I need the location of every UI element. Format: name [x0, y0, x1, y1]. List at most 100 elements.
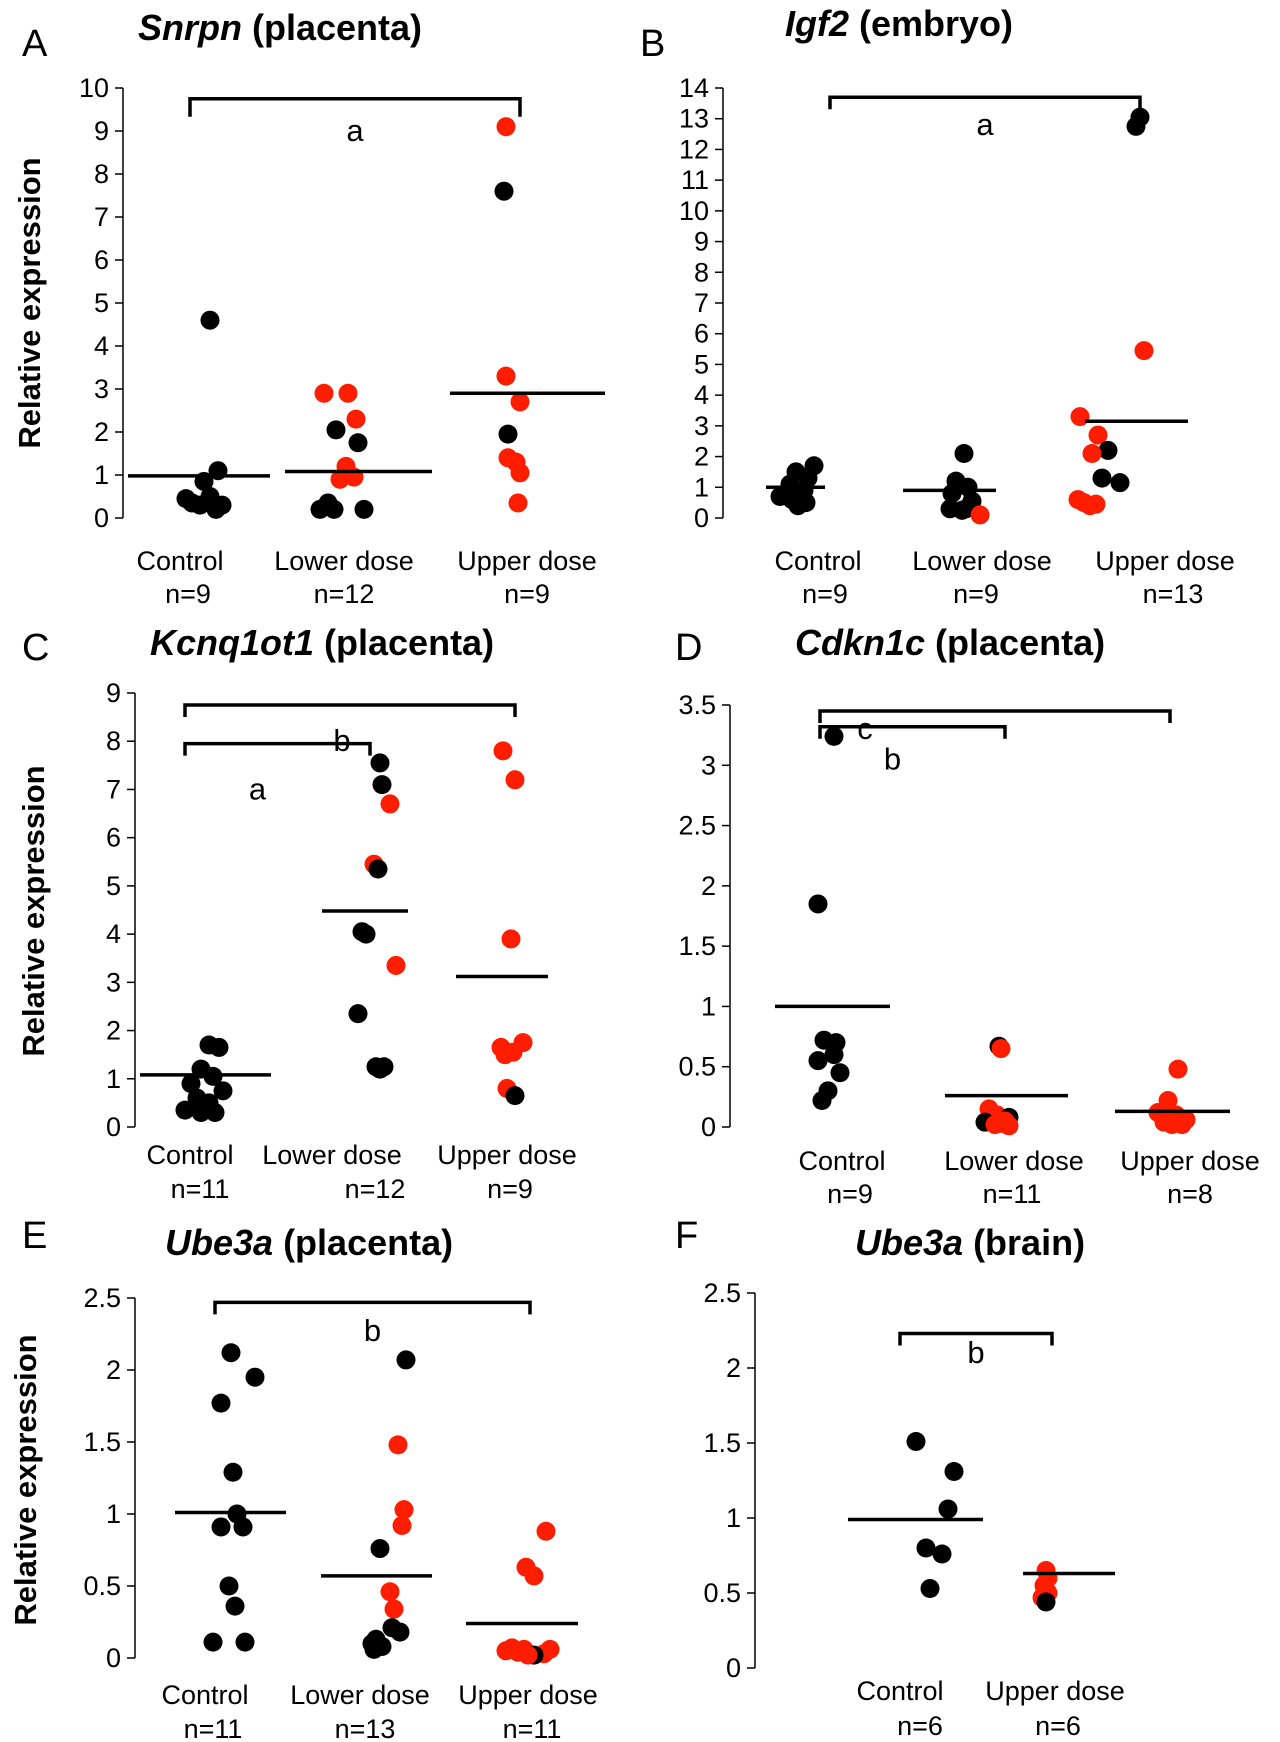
data-point-black	[390, 1622, 410, 1642]
category-label: Upper dose	[458, 1680, 598, 1710]
category-label: Lower dose	[274, 546, 414, 576]
sample-size-label: n=9	[165, 579, 211, 609]
data-point-red	[1088, 425, 1108, 445]
panel-letter: E	[22, 1215, 47, 1257]
sample-size-label: n=12	[345, 1174, 406, 1204]
title-tissue: (placenta)	[314, 622, 494, 663]
data-point-red	[330, 469, 350, 489]
data-point-red	[380, 794, 400, 814]
data-point-red	[493, 741, 513, 761]
y-tick-label: 0	[106, 1643, 121, 1673]
data-point-black	[205, 1103, 225, 1123]
data-point-black	[906, 1432, 926, 1451]
y-tick-label: 12	[679, 134, 709, 164]
y-tick-label: 4	[694, 380, 709, 410]
data-point-black	[824, 726, 844, 746]
chart-title: Cdkn1c (placenta)	[795, 622, 1105, 663]
title-gene: Ube3a	[855, 1222, 963, 1263]
y-tick-label: 9	[94, 116, 109, 146]
y-tick-label: 4	[94, 331, 109, 361]
category-label: Control	[798, 1146, 885, 1176]
significance-bracket	[898, 1331, 1054, 1346]
data-point-black	[233, 1517, 253, 1537]
chart-title: Igf2 (embryo)	[785, 3, 1013, 44]
y-tick-label: 5	[94, 288, 109, 318]
data-point-black	[223, 1462, 243, 1482]
data-point-black	[182, 493, 202, 513]
y-tick-label: 10	[79, 73, 109, 103]
sample-size-label: n=9	[953, 579, 999, 609]
data-point-black	[206, 499, 226, 519]
data-point-black	[812, 1090, 832, 1110]
y-tick-label: 1	[94, 460, 109, 490]
y-tick-label: 5	[106, 871, 121, 901]
data-point-black	[191, 1103, 211, 1123]
y-tick-label: 1	[106, 1064, 121, 1094]
data-point-black	[372, 775, 392, 795]
significance-bracket	[828, 95, 1142, 110]
data-point-black	[211, 1393, 231, 1413]
data-point-red	[496, 117, 516, 137]
y-tick-label: 6	[106, 823, 121, 853]
title-tissue: (placenta)	[242, 7, 422, 48]
significance-label: b	[333, 723, 350, 758]
data-point-black	[219, 1576, 239, 1596]
significance-label: c	[857, 711, 873, 746]
data-point-black	[354, 499, 374, 519]
category-label: Upper dose	[1095, 546, 1235, 576]
data-point-red	[314, 383, 334, 403]
title-tissue: (embryo)	[849, 3, 1013, 44]
data-point-red	[394, 1500, 414, 1520]
significance-bracket	[818, 709, 1172, 724]
data-point-red	[496, 366, 516, 386]
significance-label: a	[976, 107, 994, 142]
category-label: Control	[774, 546, 861, 576]
y-tick-label: 9	[694, 227, 709, 257]
y-tick-label: 7	[94, 202, 109, 232]
y-tick-label: 13	[679, 104, 709, 134]
y-tick-label: 3	[106, 967, 121, 997]
data-point-black	[326, 420, 346, 440]
sample-size-label: n=6	[1035, 1711, 1081, 1741]
data-point-black	[944, 1462, 964, 1481]
y-tick-label: 1	[701, 991, 716, 1021]
y-axis-label: Relative expression	[16, 765, 51, 1056]
title-tissue: (placenta)	[925, 622, 1105, 663]
y-tick-label: 7	[694, 288, 709, 318]
data-point-black	[364, 1639, 384, 1659]
y-tick-label: 0	[94, 503, 109, 533]
data-point-black	[318, 493, 338, 513]
data-point-black	[830, 1063, 850, 1083]
data-point-black	[808, 1051, 828, 1071]
data-point-red	[524, 1566, 544, 1586]
data-point-red	[1134, 341, 1154, 361]
sample-size-label: n=12	[314, 579, 375, 609]
data-point-red	[338, 383, 358, 403]
panel-d: D Cdkn1c (placenta) 0 0.5 1 1.5 2 2.5 3 3.5 Contro…	[675, 622, 1260, 1209]
y-tick-label: 1	[726, 1503, 741, 1533]
title-gene: Kcnq1ot1	[150, 622, 314, 663]
category-label: Lower dose	[262, 1140, 402, 1170]
y-tick-label: 7	[106, 774, 121, 804]
y-tick-label: 2	[701, 871, 716, 901]
data-point-black	[368, 859, 388, 879]
y-tick-label: 2	[106, 1016, 121, 1046]
significance-label: a	[346, 113, 364, 148]
category-label: Control	[136, 546, 223, 576]
data-point-red	[985, 1115, 1005, 1135]
y-tick-label: 8	[106, 726, 121, 756]
category-label: Lower dose	[912, 546, 1052, 576]
data-point-red	[386, 955, 406, 975]
title-gene: Snrpn	[138, 7, 242, 48]
data-point-red	[501, 929, 521, 949]
panel-letter: D	[675, 627, 702, 669]
y-tick-label: 3	[94, 374, 109, 404]
chart-title: Ube3a (placenta)	[165, 1222, 453, 1263]
panel-a: A Snrpn (placenta) Relative expression 0 1 2 3…	[12, 7, 605, 609]
y-tick-label: 0	[694, 503, 709, 533]
significance-label: a	[249, 771, 267, 806]
y-tick-label: 6	[694, 319, 709, 349]
y-tick-label: 11	[681, 165, 709, 195]
data-point-red	[991, 1039, 1011, 1059]
